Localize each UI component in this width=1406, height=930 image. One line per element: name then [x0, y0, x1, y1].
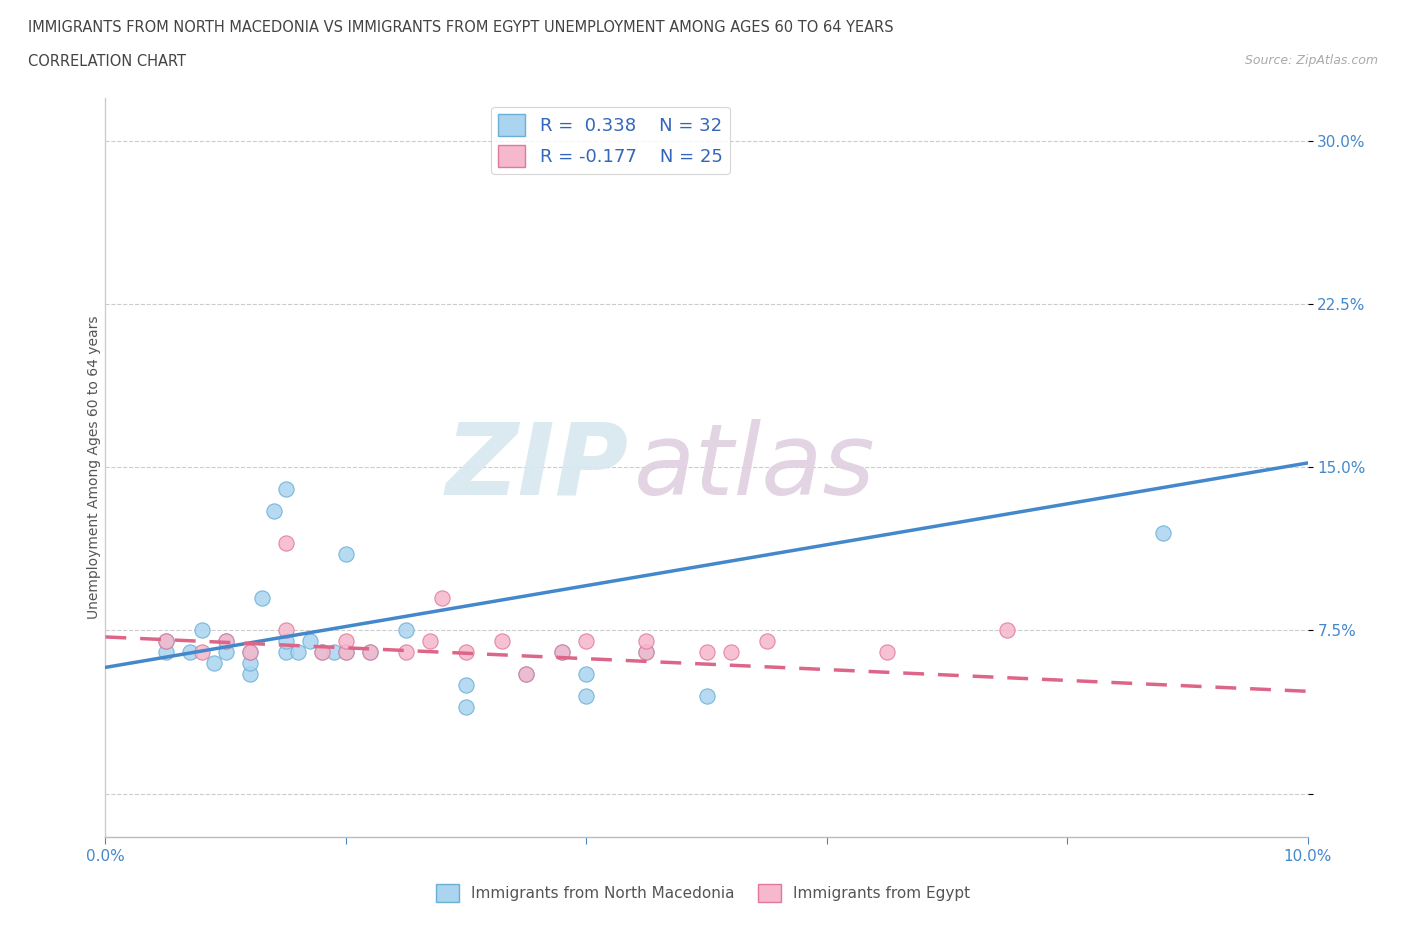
- Point: [190, 644, 212, 659]
- Point: [239, 644, 262, 659]
- Point: [239, 644, 262, 659]
- Point: [454, 699, 477, 714]
- Point: [274, 634, 297, 649]
- Point: [876, 644, 898, 659]
- Point: [322, 644, 344, 659]
- Point: [274, 482, 297, 497]
- Point: [359, 644, 381, 659]
- Point: [335, 644, 357, 659]
- Text: Source: ZipAtlas.com: Source: ZipAtlas.com: [1244, 54, 1378, 67]
- Point: [551, 644, 574, 659]
- Text: atlas: atlas: [634, 418, 876, 516]
- Point: [995, 623, 1018, 638]
- Point: [214, 634, 236, 649]
- Point: [755, 634, 778, 649]
- Point: [454, 644, 477, 659]
- Point: [335, 634, 357, 649]
- Point: [575, 667, 598, 682]
- Point: [155, 644, 177, 659]
- Point: [190, 623, 212, 638]
- Point: [263, 503, 285, 518]
- Point: [155, 634, 177, 649]
- Point: [311, 644, 333, 659]
- Legend: R =  0.338    N = 32, R = -0.177    N = 25: R = 0.338 N = 32, R = -0.177 N = 25: [491, 107, 730, 174]
- Point: [214, 634, 236, 649]
- Point: [274, 536, 297, 551]
- Point: [1152, 525, 1174, 540]
- Point: [298, 634, 321, 649]
- Point: [515, 667, 537, 682]
- Point: [720, 644, 742, 659]
- Point: [395, 623, 418, 638]
- Point: [155, 634, 177, 649]
- Point: [696, 688, 718, 703]
- Point: [491, 634, 513, 649]
- Point: [696, 644, 718, 659]
- Point: [419, 634, 441, 649]
- Point: [239, 667, 262, 682]
- Point: [551, 644, 574, 659]
- Point: [575, 634, 598, 649]
- Point: [575, 688, 598, 703]
- Point: [239, 656, 262, 671]
- Point: [179, 644, 201, 659]
- Point: [250, 591, 273, 605]
- Point: [287, 644, 309, 659]
- Point: [274, 623, 297, 638]
- Point: [515, 667, 537, 682]
- Point: [636, 634, 658, 649]
- Point: [636, 644, 658, 659]
- Point: [214, 644, 236, 659]
- Text: IMMIGRANTS FROM NORTH MACEDONIA VS IMMIGRANTS FROM EGYPT UNEMPLOYMENT AMONG AGES: IMMIGRANTS FROM NORTH MACEDONIA VS IMMIG…: [28, 20, 894, 35]
- Point: [430, 591, 453, 605]
- Point: [202, 656, 225, 671]
- Point: [359, 644, 381, 659]
- Point: [311, 644, 333, 659]
- Point: [454, 677, 477, 692]
- Text: ZIP: ZIP: [446, 418, 628, 516]
- Point: [274, 644, 297, 659]
- Legend: Immigrants from North Macedonia, Immigrants from Egypt: Immigrants from North Macedonia, Immigra…: [430, 878, 976, 909]
- Y-axis label: Unemployment Among Ages 60 to 64 years: Unemployment Among Ages 60 to 64 years: [87, 315, 101, 619]
- Point: [636, 644, 658, 659]
- Point: [335, 644, 357, 659]
- Text: CORRELATION CHART: CORRELATION CHART: [28, 54, 186, 69]
- Point: [335, 547, 357, 562]
- Point: [395, 644, 418, 659]
